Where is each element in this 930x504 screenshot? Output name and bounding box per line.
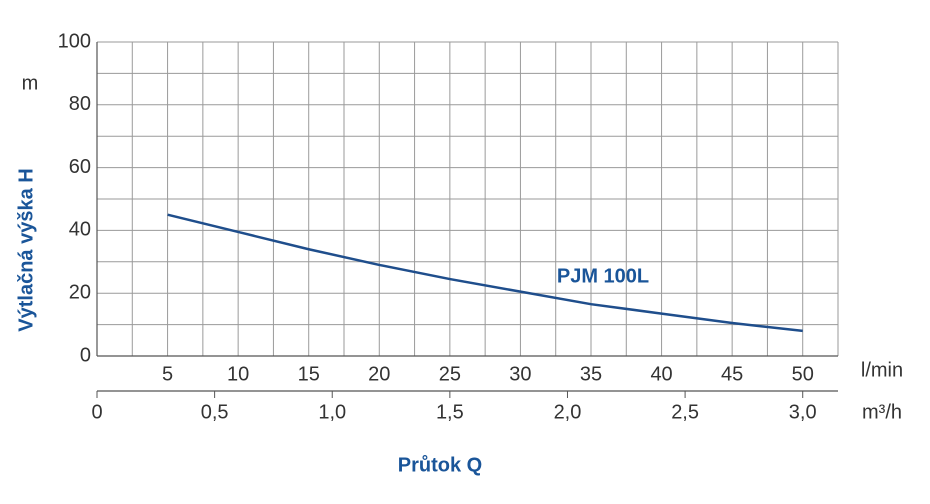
x2-unit: m³/h <box>862 401 902 423</box>
series-line <box>167 213 803 333</box>
y-tick-label: 0 <box>80 344 91 366</box>
x2-tick-label: 2,0 <box>554 401 582 423</box>
x2-tick-label: 3,0 <box>789 401 817 423</box>
x-tick-label: 35 <box>580 363 602 385</box>
x2-tick-label: 1,5 <box>436 401 464 423</box>
y-tick-label: 20 <box>69 281 91 303</box>
x2-tick-label: 0,5 <box>201 401 229 423</box>
x-tick-label: 25 <box>439 363 461 385</box>
x-tick-label: 10 <box>227 363 249 385</box>
x-tick-label: 45 <box>721 363 743 385</box>
series-label: PJM 100L <box>557 265 649 287</box>
x2-tick-label: 0 <box>91 401 102 423</box>
x-tick-label: 15 <box>298 363 320 385</box>
x-tick-label: 50 <box>792 363 814 385</box>
x2-tick-label: 1,0 <box>318 401 346 423</box>
y-tick-label: 40 <box>69 219 91 241</box>
x-tick-label: 40 <box>650 363 672 385</box>
x-tick-label: 20 <box>368 363 390 385</box>
x-tick-label: 30 <box>509 363 531 385</box>
y-tick-label: 80 <box>69 93 91 115</box>
x-label: Průtok Q <box>398 454 482 476</box>
x-tick-label: 5 <box>162 363 173 385</box>
x-unit: l/min <box>861 359 903 381</box>
y-label: Výtlačná výška H <box>15 168 37 331</box>
x2-tick-label: 2,5 <box>671 401 699 423</box>
y-tick-label: 100 <box>58 30 91 52</box>
y-unit: m <box>22 72 39 94</box>
y-tick-label: 60 <box>69 156 91 178</box>
